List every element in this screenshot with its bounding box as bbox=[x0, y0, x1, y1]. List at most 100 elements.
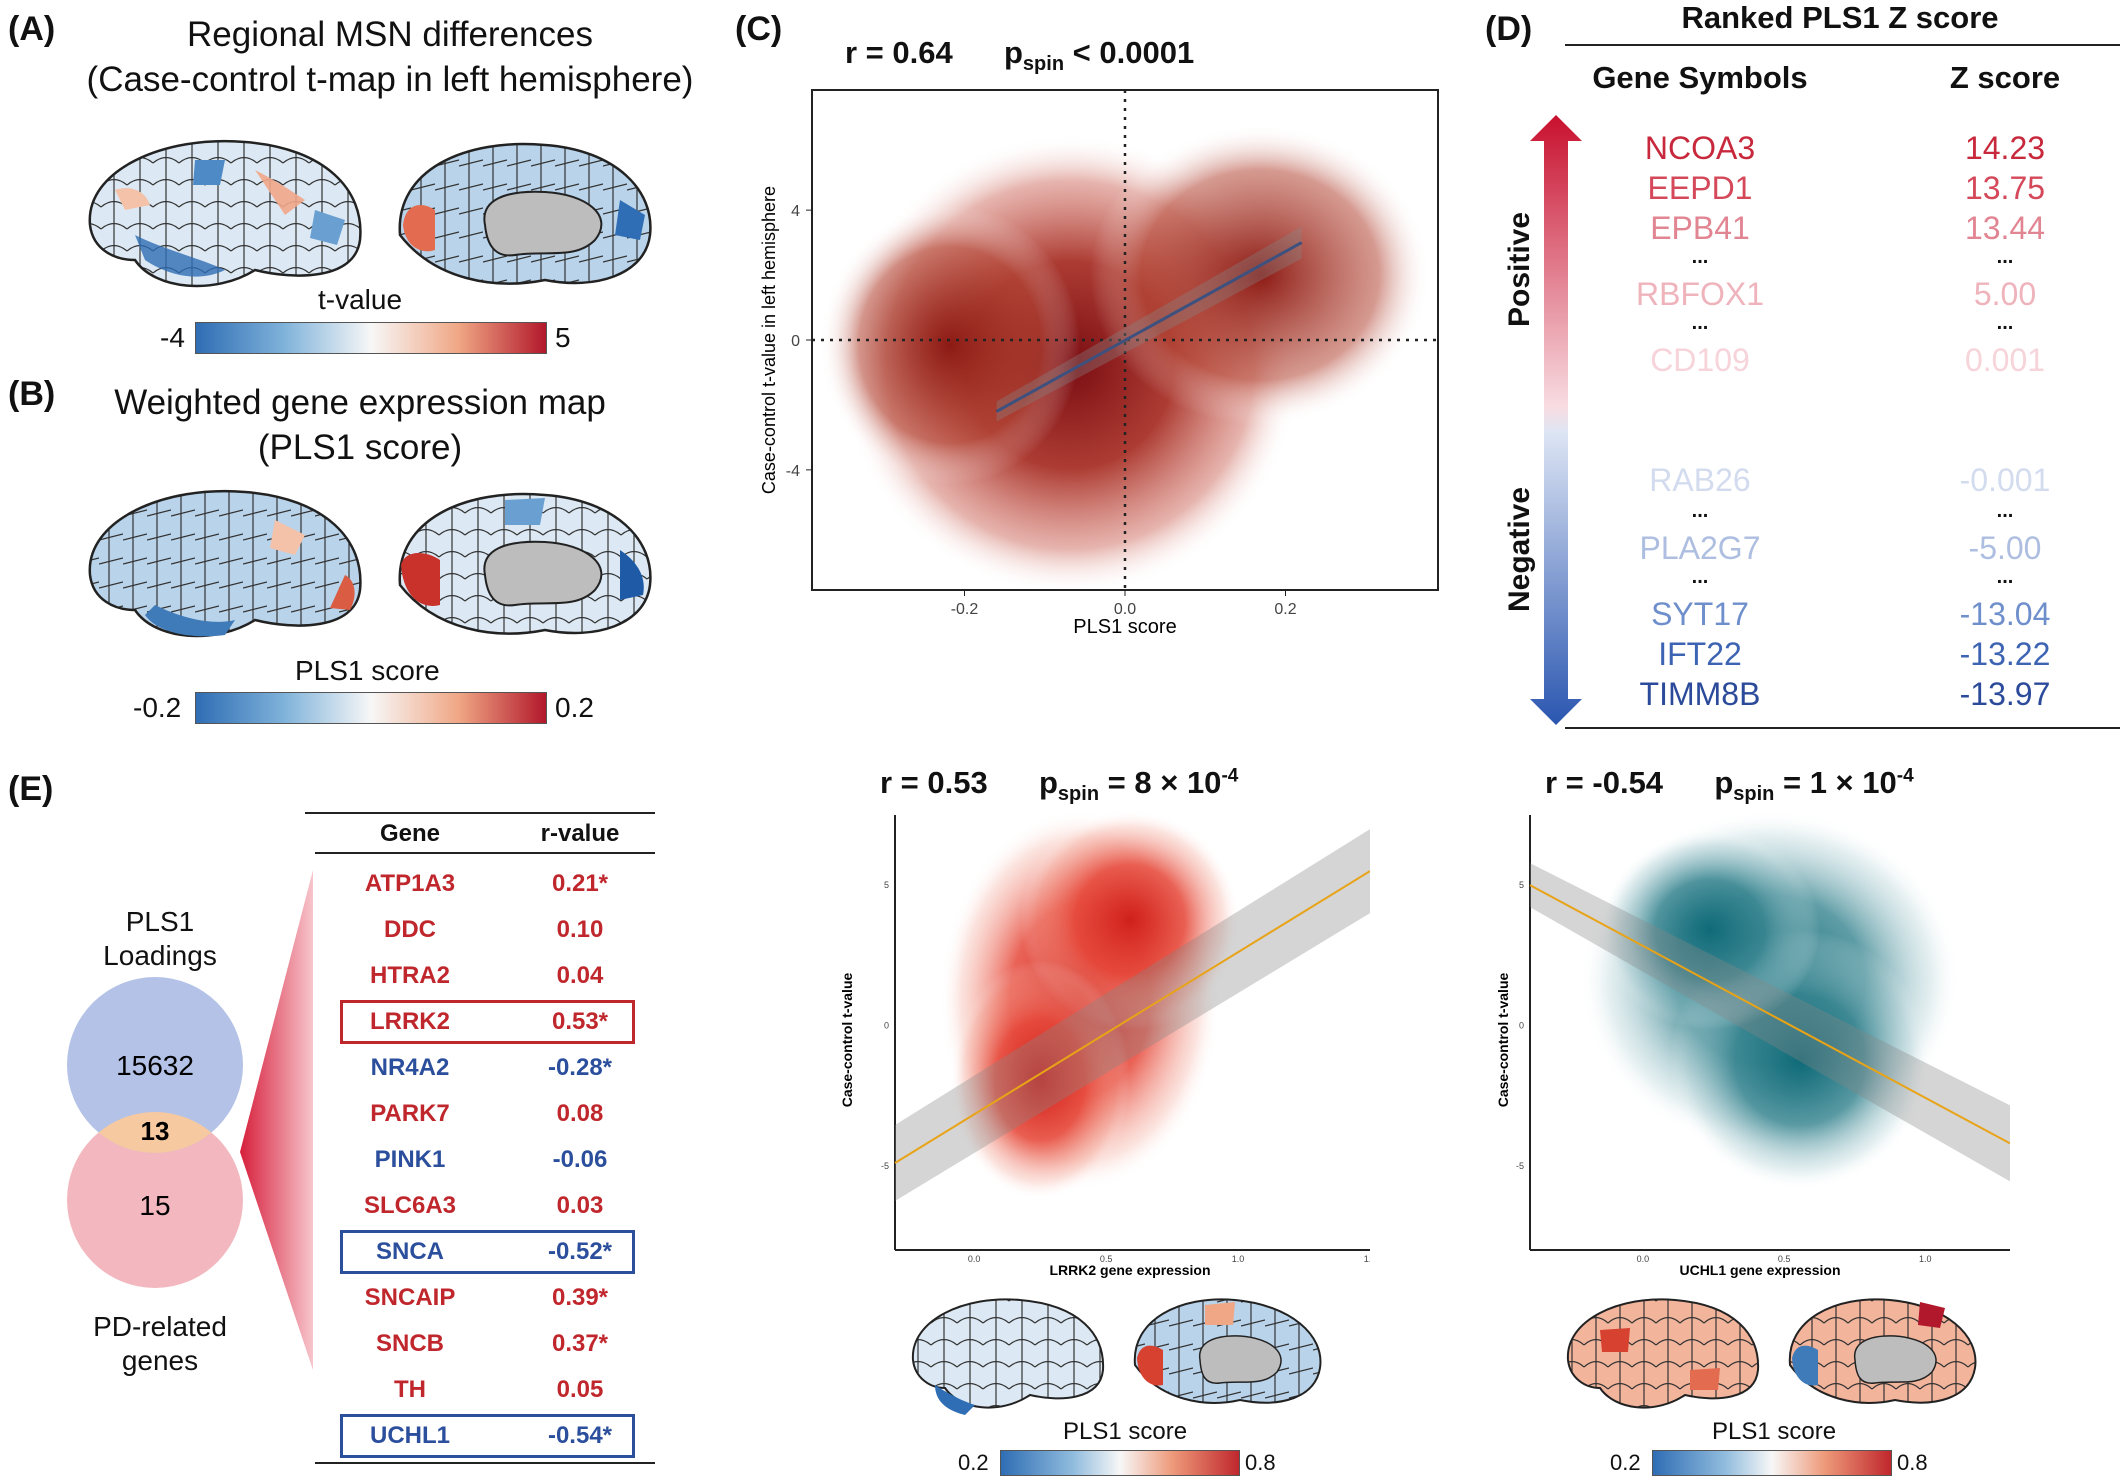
gene-name: NR4A2 bbox=[370, 1054, 450, 1081]
gene-symbol: CD109 bbox=[1650, 342, 1750, 378]
lrrk2-colorbar bbox=[1000, 1450, 1240, 1476]
z-score: -0.001 bbox=[1959, 462, 2051, 498]
panel-d-gradient-arrow bbox=[1530, 115, 1582, 725]
gene-symbol: PLA2G7 bbox=[1639, 530, 1761, 566]
panel-b-colorbar-min: -0.2 bbox=[133, 692, 182, 723]
panel-c-axes: -0.2 0.0 0.2 4 0 -4 bbox=[786, 90, 1438, 618]
r-value: -0.28* bbox=[547, 1054, 613, 1081]
ellipsis: ... bbox=[1996, 246, 2014, 268]
uchl1-p-sub: spin bbox=[1733, 783, 1775, 806]
lrrk2-brain-maps bbox=[911, 1298, 1322, 1415]
lrrk2-colorbar-min: 0.2 bbox=[958, 1450, 989, 1475]
uchl1-colorbar bbox=[1652, 1450, 1892, 1476]
panel-c-fit-line bbox=[995, 241, 1303, 413]
panel-b-colorbar-max: 0.2 bbox=[555, 692, 594, 723]
panel-e-top-rule bbox=[305, 812, 655, 814]
panel-c-xlabel: PLS1 score bbox=[1073, 616, 1176, 638]
venn-overlap-count: 13 bbox=[141, 1116, 170, 1146]
uchl1-colorbar-max: 0.8 bbox=[1897, 1450, 1928, 1475]
venn-diagram: 15632 13 15 bbox=[67, 977, 243, 1288]
panel-a-title: Regional MSN differences (Case-control t… bbox=[86, 15, 694, 99]
panel-b-colorbar bbox=[195, 692, 547, 724]
gene-name: SNCB bbox=[375, 1330, 444, 1357]
z-score: 0.001 bbox=[1964, 342, 2046, 378]
gene-name: TH bbox=[394, 1376, 426, 1403]
gene-symbol: IFT22 bbox=[1658, 636, 1742, 672]
r-value: -0.52* bbox=[547, 1238, 613, 1265]
z-score: 13.44 bbox=[1964, 210, 2046, 246]
highlight-box bbox=[340, 1414, 635, 1458]
lrrk2-p-sub: spin bbox=[1057, 783, 1100, 806]
lrrk2-xlabel: LRRK2 gene expression bbox=[1049, 1262, 1210, 1278]
ellipsis: ... bbox=[1691, 566, 1709, 588]
z-score: 5.00 bbox=[1973, 276, 2037, 312]
r-value: 0.03 bbox=[556, 1192, 604, 1219]
z-score: -13.04 bbox=[1959, 596, 2051, 632]
brain-lateral-a bbox=[88, 139, 362, 288]
y-tick-label: -4 bbox=[786, 463, 800, 480]
panel-d-col-z: Z score bbox=[1949, 60, 2061, 95]
x-tick-label: 0.0 bbox=[1114, 601, 1136, 618]
venn-top-label: PLS1 Loadings bbox=[103, 906, 217, 971]
lrrk2-brain-lateral bbox=[911, 1298, 1105, 1415]
gene-symbol: TIMM8B bbox=[1639, 676, 1761, 712]
uchl1-p-exp: -4 bbox=[1896, 765, 1914, 787]
y-tick-label: -5 bbox=[1516, 1161, 1524, 1171]
x-tick-label: 0.5 bbox=[1100, 1254, 1113, 1264]
panel-d-bottom-rule bbox=[1565, 727, 2120, 729]
lrrk2-ylabel: Case-control t-value bbox=[839, 972, 855, 1107]
lrrk2-confidence-band bbox=[895, 829, 1370, 1201]
panel-a-brain-maps bbox=[88, 139, 652, 288]
x-tick-label: 0.0 bbox=[968, 1254, 981, 1264]
panel-d-title: Ranked PLS1 Z score bbox=[1681, 0, 1999, 35]
panel-c-confidence-band bbox=[996, 226, 1302, 422]
lrrk2-chart: 0.0 0.5 1.0 1.5 5 0 -5 LRRK2 gene expression C… bbox=[839, 810, 1370, 1278]
venn-bottom-count: 15 bbox=[139, 1190, 170, 1221]
gene-symbol: EEPD1 bbox=[1647, 170, 1753, 206]
panel-c-p-rest: < 0.0001 bbox=[1064, 35, 1195, 70]
y-tick-label: 0 bbox=[884, 1020, 889, 1030]
panel-b-brain-maps bbox=[88, 489, 652, 638]
panel-e-col-r: r-value bbox=[540, 820, 620, 847]
ellipsis: ... bbox=[1691, 246, 1709, 268]
ellipsis: ... bbox=[1996, 566, 2014, 588]
gene-name: SNCAIP bbox=[364, 1284, 456, 1311]
r-value: 0.05 bbox=[556, 1376, 604, 1403]
brain-lateral-b bbox=[88, 489, 362, 638]
gene-name: HTRA2 bbox=[369, 962, 450, 989]
panel-c-stats: r = 0.64 pspin < 0.0001 bbox=[845, 35, 1194, 76]
lrrk2-p: p bbox=[1038, 765, 1058, 800]
uchl1-density bbox=[1580, 810, 1960, 1190]
lrrk2-axes: 0.0 0.5 1.0 1.5 5 0 -5 bbox=[881, 815, 1370, 1264]
ellipsis: ... bbox=[1691, 312, 1709, 334]
y-tick-label: 5 bbox=[884, 880, 889, 890]
gene-name: PINK1 bbox=[374, 1146, 446, 1173]
uchl1-fit-line bbox=[1529, 884, 2010, 1145]
uchl1-p-rest: = 1 × 10 bbox=[1774, 765, 1897, 800]
highlight-box bbox=[340, 1000, 635, 1044]
panel-a-colorbar bbox=[195, 322, 547, 354]
venn-pls1-circle bbox=[67, 977, 243, 1153]
panel-d-col-gene: Gene Symbols bbox=[1592, 60, 1808, 95]
panel-d-top-rule bbox=[1565, 44, 2120, 46]
panel-c-r: r = 0.64 bbox=[845, 35, 953, 70]
uchl1-stats: r = -0.54 pspin = 1 × 10-4 bbox=[1545, 765, 1914, 806]
uchl1-p: p bbox=[1714, 765, 1734, 800]
panel-c-density bbox=[820, 125, 1430, 595]
panel-e-label: (E) bbox=[8, 770, 54, 808]
uchl1-brain-medial bbox=[1788, 1298, 1977, 1404]
uchl1-brain-maps bbox=[1566, 1298, 1977, 1409]
x-tick-label: 0.5 bbox=[1778, 1254, 1791, 1264]
panel-c-chart: -0.2 0.0 0.2 4 0 -4 PLS1 score Case-control t… bbox=[759, 89, 1439, 638]
uchl1-axes: 0.0 0.5 1.0 5 0 -5 bbox=[1516, 815, 2010, 1264]
gene-symbol: NCOA3 bbox=[1644, 130, 1756, 166]
uchl1-colorbar-title: PLS1 score bbox=[1712, 1418, 1837, 1445]
uchl1-brain-lateral bbox=[1566, 1298, 1760, 1409]
panel-e-col-gene: Gene bbox=[379, 820, 441, 847]
r-value: 0.08 bbox=[556, 1100, 604, 1127]
panel-e-bottom-rule bbox=[315, 1462, 655, 1464]
r-value: 0.10 bbox=[556, 916, 604, 943]
lrrk2-p-exp: -4 bbox=[1221, 765, 1239, 787]
lrrk2-density bbox=[940, 810, 1240, 1200]
uchl1-chart: 0.0 0.5 1.0 5 0 -5 UCHL1 gene expression Case… bbox=[1495, 810, 2010, 1278]
